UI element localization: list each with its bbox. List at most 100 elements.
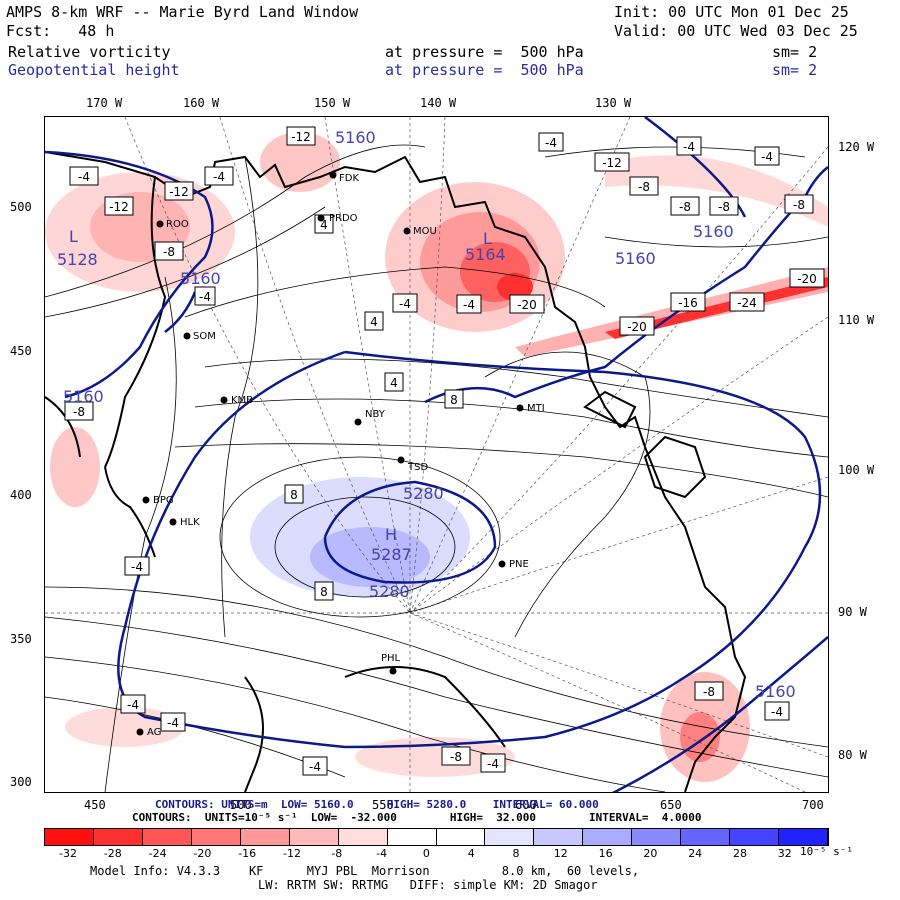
bottom-axis-label: 600 <box>515 798 537 812</box>
vort-label: 4 <box>370 315 378 329</box>
vort-label: -8 <box>793 198 805 212</box>
vort-label: -20 <box>517 298 537 312</box>
vort-label: -24 <box>737 296 757 310</box>
coastline <box>45 151 747 792</box>
station-label: FDK <box>339 173 359 184</box>
station-label: PNE <box>509 559 529 570</box>
height-label: 5128 <box>57 250 98 269</box>
high-center-label: H <box>385 525 397 544</box>
vorticity-contour-info: CONTOURS: UNITS=10⁻⁵ s⁻¹ LOW= -32.000 HI… <box>132 811 702 824</box>
vort-label: -8 <box>718 200 730 214</box>
colorbar-swatch <box>730 829 780 845</box>
colorbar-tick-label: 4 <box>467 847 475 860</box>
vort-label: -12 <box>109 200 129 214</box>
bottom-axis-label: 500 <box>230 798 252 812</box>
colorbar-swatch <box>485 829 535 845</box>
left-axis-label: 450 <box>10 344 32 358</box>
vort-label: 8 <box>320 585 328 599</box>
vorticity-contour-labels: -12 -4 -4 -12 -4 -8 -8 -12 -12 -8 -8 -4 … <box>64 126 825 776</box>
station-label: TSD <box>407 462 428 473</box>
top-axis-label: 170 W <box>86 96 123 110</box>
bottom-axis-label: 650 <box>660 798 682 812</box>
height-label: 5160 <box>335 128 376 147</box>
height-contour-info: CONTOURS: UNITS=m LOW= 5160.0 HIGH= 5280… <box>155 798 599 811</box>
colorbar-tick-label: 0 <box>422 847 430 860</box>
height-label: 5280 <box>403 484 444 503</box>
colorbar-tick-label: -16 <box>238 847 257 860</box>
vort-label: -4 <box>199 290 211 304</box>
height-label: 5160 <box>693 222 734 241</box>
vort-label: 4 <box>390 376 398 390</box>
vort-label: -8 <box>703 685 715 699</box>
colorbar-swatch <box>436 829 486 845</box>
station-label: PHL <box>381 653 401 664</box>
colorbar-swatch <box>534 829 584 845</box>
colorbar-swatch <box>289 829 339 845</box>
colorbar <box>44 828 829 846</box>
vort-label: -4 <box>167 716 179 730</box>
right-axis-label: 110 W <box>838 313 875 327</box>
vort-label: 4 <box>320 218 328 232</box>
height-label: 5160 <box>63 387 104 406</box>
vort-label: -4 <box>309 760 321 774</box>
vort-label: -20 <box>797 272 817 286</box>
station-label: SOM <box>193 331 216 342</box>
vort-label: -12 <box>169 185 189 199</box>
field1-smoothing: sm= 2 <box>772 43 818 61</box>
station-label: NBY <box>365 409 386 420</box>
vort-label: -4 <box>78 170 90 184</box>
colorbar-swatch <box>779 829 828 845</box>
low-center-label: L <box>483 229 492 248</box>
station-label: HLK <box>180 517 200 528</box>
right-axis-label: 120 W <box>838 140 875 154</box>
colorbar-tick-label: 20 <box>643 847 658 860</box>
height-contour-labels: 5160 5160 5160 5128 5160 5160 5160 5164 … <box>57 128 796 701</box>
height-label: 5160 <box>755 682 796 701</box>
left-axis-label: 300 <box>10 775 32 789</box>
vort-label: -8 <box>679 200 691 214</box>
colorbar-swatch <box>387 829 437 845</box>
colorbar-tick-label: 24 <box>688 847 703 860</box>
stations: FDK PRDO ROO MOU SOM KMB NBY MTI TSD BPG… <box>136 171 545 738</box>
height-label: 5280 <box>369 582 410 601</box>
station-label: MTI <box>527 403 545 414</box>
field1-name: Relative vorticity <box>8 43 171 61</box>
height-label: 5160 <box>180 269 221 288</box>
colorbar-tick-label: -20 <box>193 847 212 860</box>
vort-label: -4 <box>131 560 143 574</box>
colorbar-tick-label: 8 <box>512 847 520 860</box>
vort-label: -20 <box>627 320 647 334</box>
station-label: KMB <box>231 395 253 406</box>
colorbar-tick-label: 16 <box>598 847 613 860</box>
field2-level: at pressure = 500 hPa <box>385 61 584 79</box>
model-info: Model Info: V4.3.3 KF MYJ PBL Morrison 8… <box>90 864 640 878</box>
vort-label: -4 <box>761 150 773 164</box>
vort-label: -4 <box>213 170 225 184</box>
field2-name: Geopotential height <box>8 61 180 79</box>
colorbar-swatch <box>93 829 143 845</box>
bottom-axis-label: 700 <box>802 798 824 812</box>
low-center-label: L <box>69 227 78 246</box>
colorbar-swatch <box>45 829 94 845</box>
colorbar-tick-label: 28 <box>733 847 747 860</box>
vort-label: -8 <box>73 405 85 419</box>
left-axis-label: 350 <box>10 632 32 646</box>
vort-label: -8 <box>163 245 175 259</box>
vort-label: -16 <box>678 296 698 310</box>
colorbar-tick-label: -12 <box>283 847 301 860</box>
colorbar-tick-label: -32 <box>59 847 77 860</box>
station-label: ROO <box>166 219 189 230</box>
colorbar-tick-label: -24 <box>148 847 167 860</box>
bottom-axis-label: 450 <box>84 798 106 812</box>
height-label: 5160 <box>615 249 656 268</box>
vort-label: -4 <box>545 136 557 150</box>
vort-label: -4 <box>683 140 695 154</box>
colorbar-tick-label: 12 <box>553 847 568 860</box>
colorbar-tick-label: 32 <box>777 847 792 860</box>
bottom-axis-label: 550 <box>372 798 394 812</box>
colorbar-swatch <box>240 829 290 845</box>
height-label: 5287 <box>371 545 412 564</box>
vorticity-contours <box>45 144 828 792</box>
top-axis-label: 130 W <box>595 96 632 110</box>
colorbar-tick-label: -8 <box>331 847 343 860</box>
